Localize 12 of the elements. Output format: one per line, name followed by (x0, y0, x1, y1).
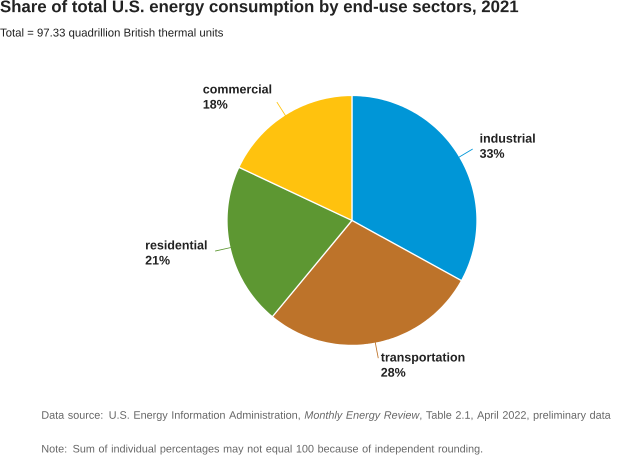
slice-label: industrial (480, 134, 535, 143)
slice-label: transportation (380, 352, 464, 364)
chart-subtitle: Total = 97.33 quadrillion British thermal units (0, 28, 223, 40)
data-label: 21% (146, 256, 170, 265)
source-note: Data source: U.S. Energy Information Administration, Monthly Energy Review, Table 2.1, April 2022, preliminary data (42, 411, 611, 422)
data-label: 18% (204, 100, 228, 109)
data-label: 33% (480, 149, 504, 158)
slice-label: commercial (203, 84, 272, 94)
slice-label: residential (146, 240, 207, 250)
text: Note: Sum of individual percentages may not equal 100 because of independent rounding. (42, 444, 482, 455)
chart-title: Share of total U.S. energy consumption by end-use sectors, 2021 (0, 0, 518, 16)
data-label: 28% (381, 368, 406, 377)
